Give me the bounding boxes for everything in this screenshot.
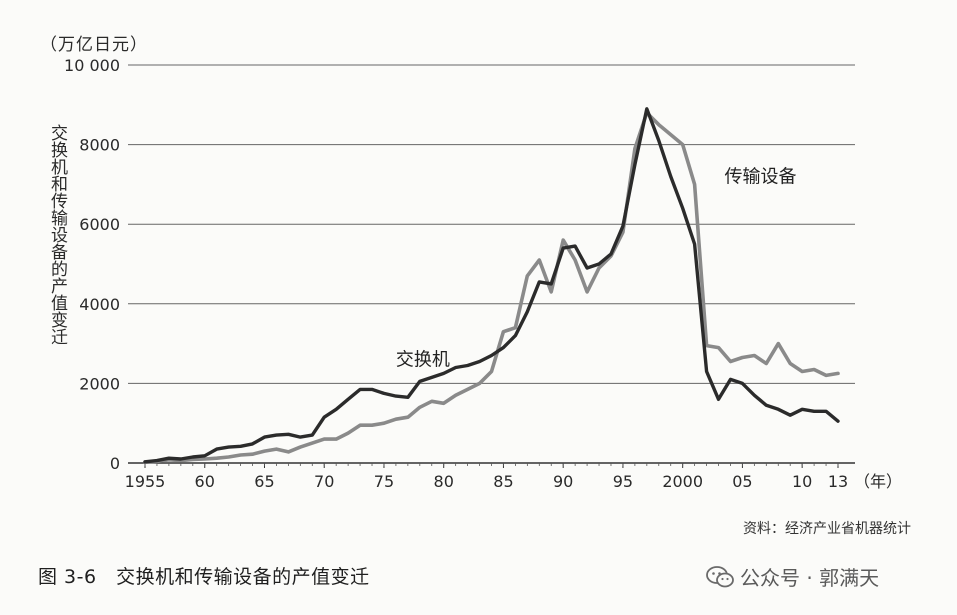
wechat-icon (706, 565, 734, 587)
series-line-0 (143, 107, 840, 464)
x-axis-title: （年） (854, 472, 902, 491)
x-tick-label: 60 (195, 472, 215, 491)
y-tick-label: 6000 (79, 215, 120, 234)
series-line-1 (143, 111, 840, 464)
x-tick-label: 1955 (125, 472, 166, 491)
watermark-text: 公众号 · 郭满天 (740, 566, 880, 590)
x-tick-label: 90 (553, 472, 573, 491)
x-tick-label: 75 (374, 472, 394, 491)
series-label-1: 传输设备 (724, 166, 796, 187)
watermark: 公众号 · 郭满天 (706, 562, 879, 591)
figure-caption: 图 3-6 交换机和传输设备的产值变迁 (38, 566, 370, 588)
x-tick-label: 85 (493, 472, 513, 491)
x-tick-label: 13 (828, 472, 848, 491)
source-note: 资料：经济产业省机器统计 (743, 521, 911, 537)
x-tick-label: 80 (434, 472, 454, 491)
y-tick-label: 4000 (79, 295, 120, 314)
y-unit-label: （万亿日元） (40, 35, 148, 55)
x-tick-label: 05 (732, 472, 752, 491)
x-tick-label: 65 (254, 472, 274, 491)
x-tick-label: 10 (792, 472, 812, 491)
y-tick-label: 10 000 (64, 56, 120, 75)
x-tick-label: 70 (314, 472, 334, 491)
y-tick-label: 0 (110, 454, 120, 473)
y-tick-label: 8000 (79, 136, 120, 155)
y-axis-title: 交换机和传输设备的产值变迁 (47, 124, 67, 345)
y-tick-label: 2000 (79, 374, 120, 393)
series-label-0: 交换机 (396, 349, 450, 370)
x-tick-label: 95 (613, 472, 633, 491)
x-tick-label: 2000 (662, 472, 703, 491)
